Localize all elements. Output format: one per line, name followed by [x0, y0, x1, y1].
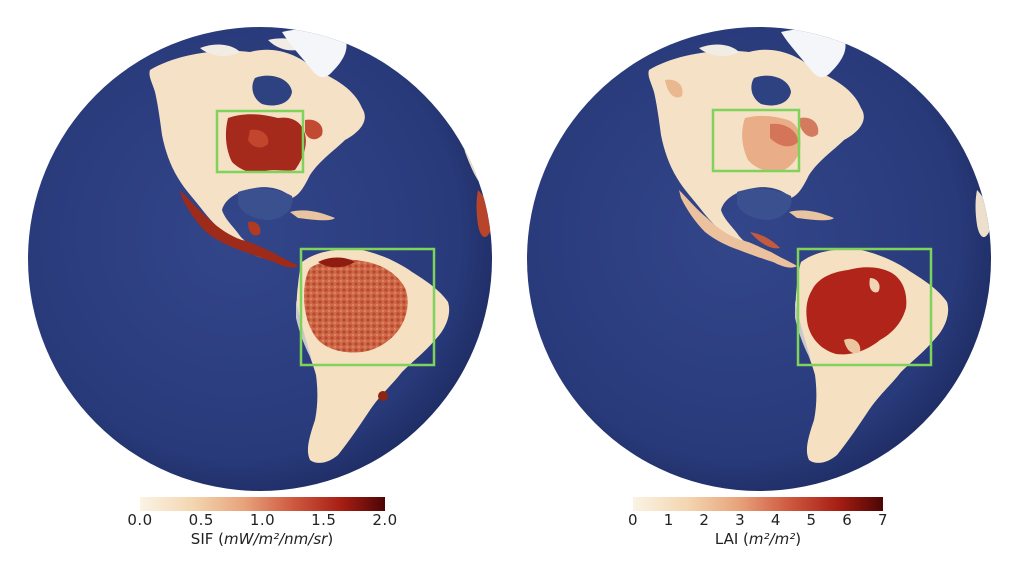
sif-globe-map — [28, 27, 492, 491]
sif-colorbar-label: SIF (mW/m²/nm/sr) — [191, 530, 333, 548]
tick-label: 7 — [877, 511, 889, 529]
sif-spot — [378, 391, 388, 401]
highlight-box-north-america — [215, 109, 305, 174]
lai-globe-map — [527, 27, 991, 491]
tick-label: 1.5 — [311, 511, 337, 529]
label-unit: m²/m² — [748, 530, 796, 548]
tick-label: 3 — [735, 511, 746, 529]
highlight-box-south-america — [299, 247, 436, 367]
tick-label: 5 — [806, 511, 817, 529]
hudson-bay — [252, 75, 292, 106]
sif-colorbar — [140, 497, 385, 511]
label-suffix: ) — [795, 530, 802, 548]
lai-mottle — [665, 79, 683, 98]
lai-mottle — [770, 123, 798, 147]
label-prefix: SIF ( — [190, 530, 224, 548]
central-america — [180, 190, 298, 268]
tick-label: 0 — [627, 511, 639, 529]
lai-gap — [869, 278, 880, 293]
arctic-islands — [200, 44, 240, 57]
highlight-box-north-america — [711, 108, 801, 173]
lai-colorbar-ticks: 0 1 2 3 4 5 6 7 — [628, 511, 888, 531]
amazon-high-lai — [806, 267, 907, 355]
label-unit: mW/m²/nm/sr — [224, 530, 328, 548]
sif-panel: 0.0 0.5 1.0 1.5 2.0 SIF (mW/m²/nm/sr) — [28, 27, 492, 548]
tick-label: 0.0 — [127, 511, 153, 529]
tick-label: 6 — [842, 511, 853, 529]
central-america — [679, 190, 797, 268]
lai-gap — [844, 338, 861, 354]
tick-label: 2.0 — [372, 511, 398, 529]
greenland — [282, 29, 347, 78]
arctic-islands — [699, 44, 739, 57]
tick-label: 0.5 — [188, 511, 214, 529]
sif-mottle — [318, 257, 355, 268]
tick-label: 1 — [663, 511, 674, 529]
yucatan — [248, 221, 261, 236]
greenland — [781, 29, 846, 78]
hudson-bay — [751, 75, 791, 106]
lai-colorbar — [633, 497, 883, 511]
lai-panel: 0 1 2 3 4 5 6 7 LAI (m²/m²) — [500, 0, 1012, 570]
sif-mottle — [305, 119, 323, 140]
amazon-sif-region — [304, 259, 408, 353]
label-prefix: LAI ( — [714, 530, 749, 548]
label-suffix: ) — [327, 530, 334, 548]
africa-edge — [476, 190, 491, 238]
lai-colorbar-label: LAI (m²/m²) — [715, 530, 801, 548]
tick-label: 1.0 — [249, 511, 276, 529]
lai-mottle — [800, 117, 819, 137]
tick-label: 2 — [699, 511, 710, 529]
lai-mottle — [750, 232, 780, 249]
sif-mottle — [248, 129, 269, 148]
gulf-of-mexico — [238, 188, 293, 220]
caribbean-islands — [789, 210, 834, 221]
africa-edge — [975, 190, 990, 238]
highlight-box-south-america — [796, 247, 933, 367]
tick-label: 4 — [770, 511, 781, 529]
caribbean-islands — [290, 210, 335, 221]
sif-colorbar-ticks: 0.0 0.5 1.0 1.5 2.0 — [127, 511, 397, 531]
gulf-of-mexico — [737, 188, 792, 220]
